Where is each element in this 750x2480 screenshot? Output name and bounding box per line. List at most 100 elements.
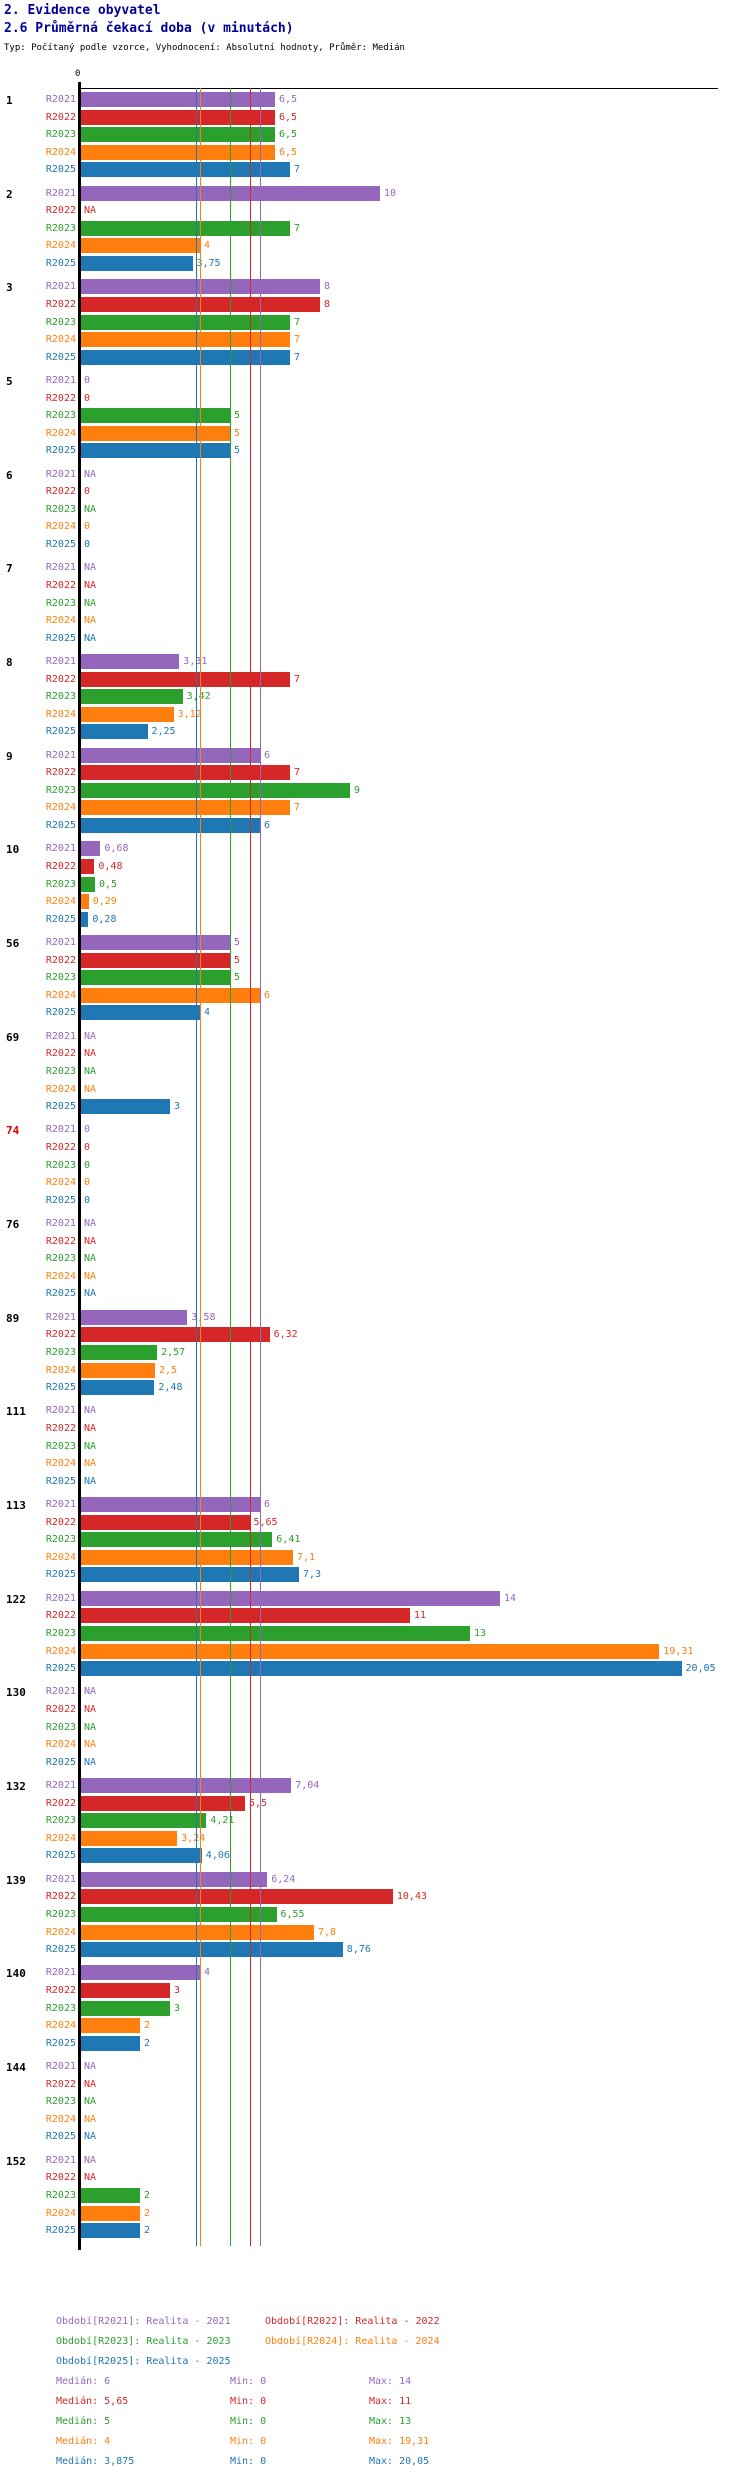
series-label: R2021 [45,1218,76,1230]
group-label: 139 [6,1873,26,1887]
series-label: R2023 [45,316,76,328]
series-label: R2021 [45,656,76,668]
value-label: 0 [84,392,91,404]
bar-row: R2021 0,68 [0,841,750,857]
bar-row: R2025 5 [0,443,750,459]
value-label: 3,12 [177,708,202,720]
group-label: 74 [6,1124,20,1138]
series-label: R2025 [45,1756,76,1768]
series-label: R2024 [45,1551,76,1563]
series-label: R2023 [45,1159,76,1171]
bar [80,1608,410,1624]
value-label: NA [84,205,97,217]
bar-row: R2024 2,5 [0,1362,750,1378]
bar [80,765,290,781]
series-label: R2024 [45,989,76,1001]
series-label: R2021 [45,1873,76,1885]
value-label: 7,3 [303,1569,322,1581]
bar [80,1813,207,1829]
series-label: R2024 [45,1458,76,1470]
bar-row: R2023 3 [0,2000,750,2016]
bar [80,1514,250,1530]
series-label: R2024 [45,896,76,908]
bar [80,220,290,236]
value-label: 6 [264,820,271,832]
series-label: R2023 [45,2189,76,2201]
series-label: R2022 [45,579,76,591]
bar-row: R2024 2 [0,2205,750,2221]
stat-max: Max: 19,31 [369,2436,430,2447]
group-label: 8 [6,656,13,670]
bar-row: R2023 6,55 [0,1906,750,1922]
series-label: R2025 [45,1944,76,1956]
value-label: 3,31 [183,654,207,669]
series-label: R2021 [45,562,76,574]
value-label: NA [84,1440,97,1452]
bar-row: R2025 4 [0,1005,750,1021]
bar [80,1362,155,1378]
value-label: 6 [264,989,271,1001]
median-line [249,88,251,2246]
series-label: R2022 [45,1891,76,1903]
bar-row: R2025 7 [0,349,750,365]
chart-subtitle: Typ: Počítaný podle vzorce, Vyhodnocení:… [4,43,405,53]
bar [80,1327,270,1343]
series-label: R2023 [45,1627,76,1639]
bar-row: R2022 0 [0,391,750,406]
bar [80,1848,202,1864]
bar [80,1889,393,1905]
value-label: 6,5 [279,129,298,141]
value-label: NA [84,2154,97,2166]
bar-row: R2023 NA [0,596,750,611]
series-label: R2023 [45,1440,76,1452]
bar-group: 139 R2021 6,24 R2022 10,43 R2023 6,55 R2024 7,8 R… [0,1871,750,1958]
bar [80,1965,200,1981]
stat-max: Max: 14 [369,2376,412,2387]
stat-median: Medián: 5 [56,2416,111,2427]
bar-row: R2022 3 [0,1983,750,1999]
bar-row: R2024 4 [0,238,750,254]
bar-row: R2024 19,31 [0,1643,750,1659]
value-label: 7 [294,351,301,363]
legend: Období[R2021]: Realita - 2021 Období[R202… [56,2312,440,2372]
series-label: R2023 [45,2002,76,2014]
value-label: 8 [324,281,331,293]
group-label: 130 [6,1686,26,1700]
group-label: 3 [6,281,13,295]
series-label: R2025 [45,2225,76,2237]
value-label: 13 [474,1627,487,1639]
bar [80,1661,682,1677]
axis-line-horizontal [80,88,718,89]
series-label: R2025 [45,2037,76,2049]
series-label: R2024 [45,1270,76,1282]
group-label: 2 [6,187,13,201]
bar-row: R2021 14 [0,1590,750,1606]
series-label: R2021 [45,1686,76,1698]
bar-row: R2023 2,57 [0,1344,750,1360]
value-label: 3,24 [181,1832,206,1844]
series-label: R2023 [45,1346,76,1358]
value-label: 7 [294,316,301,328]
bar-group: 111 R2021 NA R2022 NA R2023 NA R2024 NA R2025 NA [0,1403,750,1488]
bar-row: R2021 4 [0,1965,750,1981]
bar-row: R2022 NA [0,1046,750,1061]
value-label: 6 [264,1499,271,1511]
bar-row: R2021 3,58 [0,1309,750,1325]
value-label: 0 [84,521,91,533]
series-label: R2025 [45,445,76,457]
series-label: R2022 [45,298,76,310]
series-label: R2024 [45,1739,76,1751]
axis-zero-label: 0 [75,69,81,79]
bar-row: R2023 4,21 [0,1813,750,1829]
bar [80,1871,268,1887]
series-label: R2023 [45,784,76,796]
bar-row: R2021 NA [0,560,750,575]
bar-row: R2025 8,76 [0,1942,750,1958]
bar-row: R2025 2 [0,2035,750,2051]
value-label: 20,05 [685,1663,716,1675]
series-label: R2024 [45,1083,76,1095]
value-label: NA [84,1721,97,1733]
stat-median: Medián: 4 [56,2436,111,2447]
bar-row: R2025 NA [0,1286,750,1301]
value-label: 5 [234,410,241,422]
